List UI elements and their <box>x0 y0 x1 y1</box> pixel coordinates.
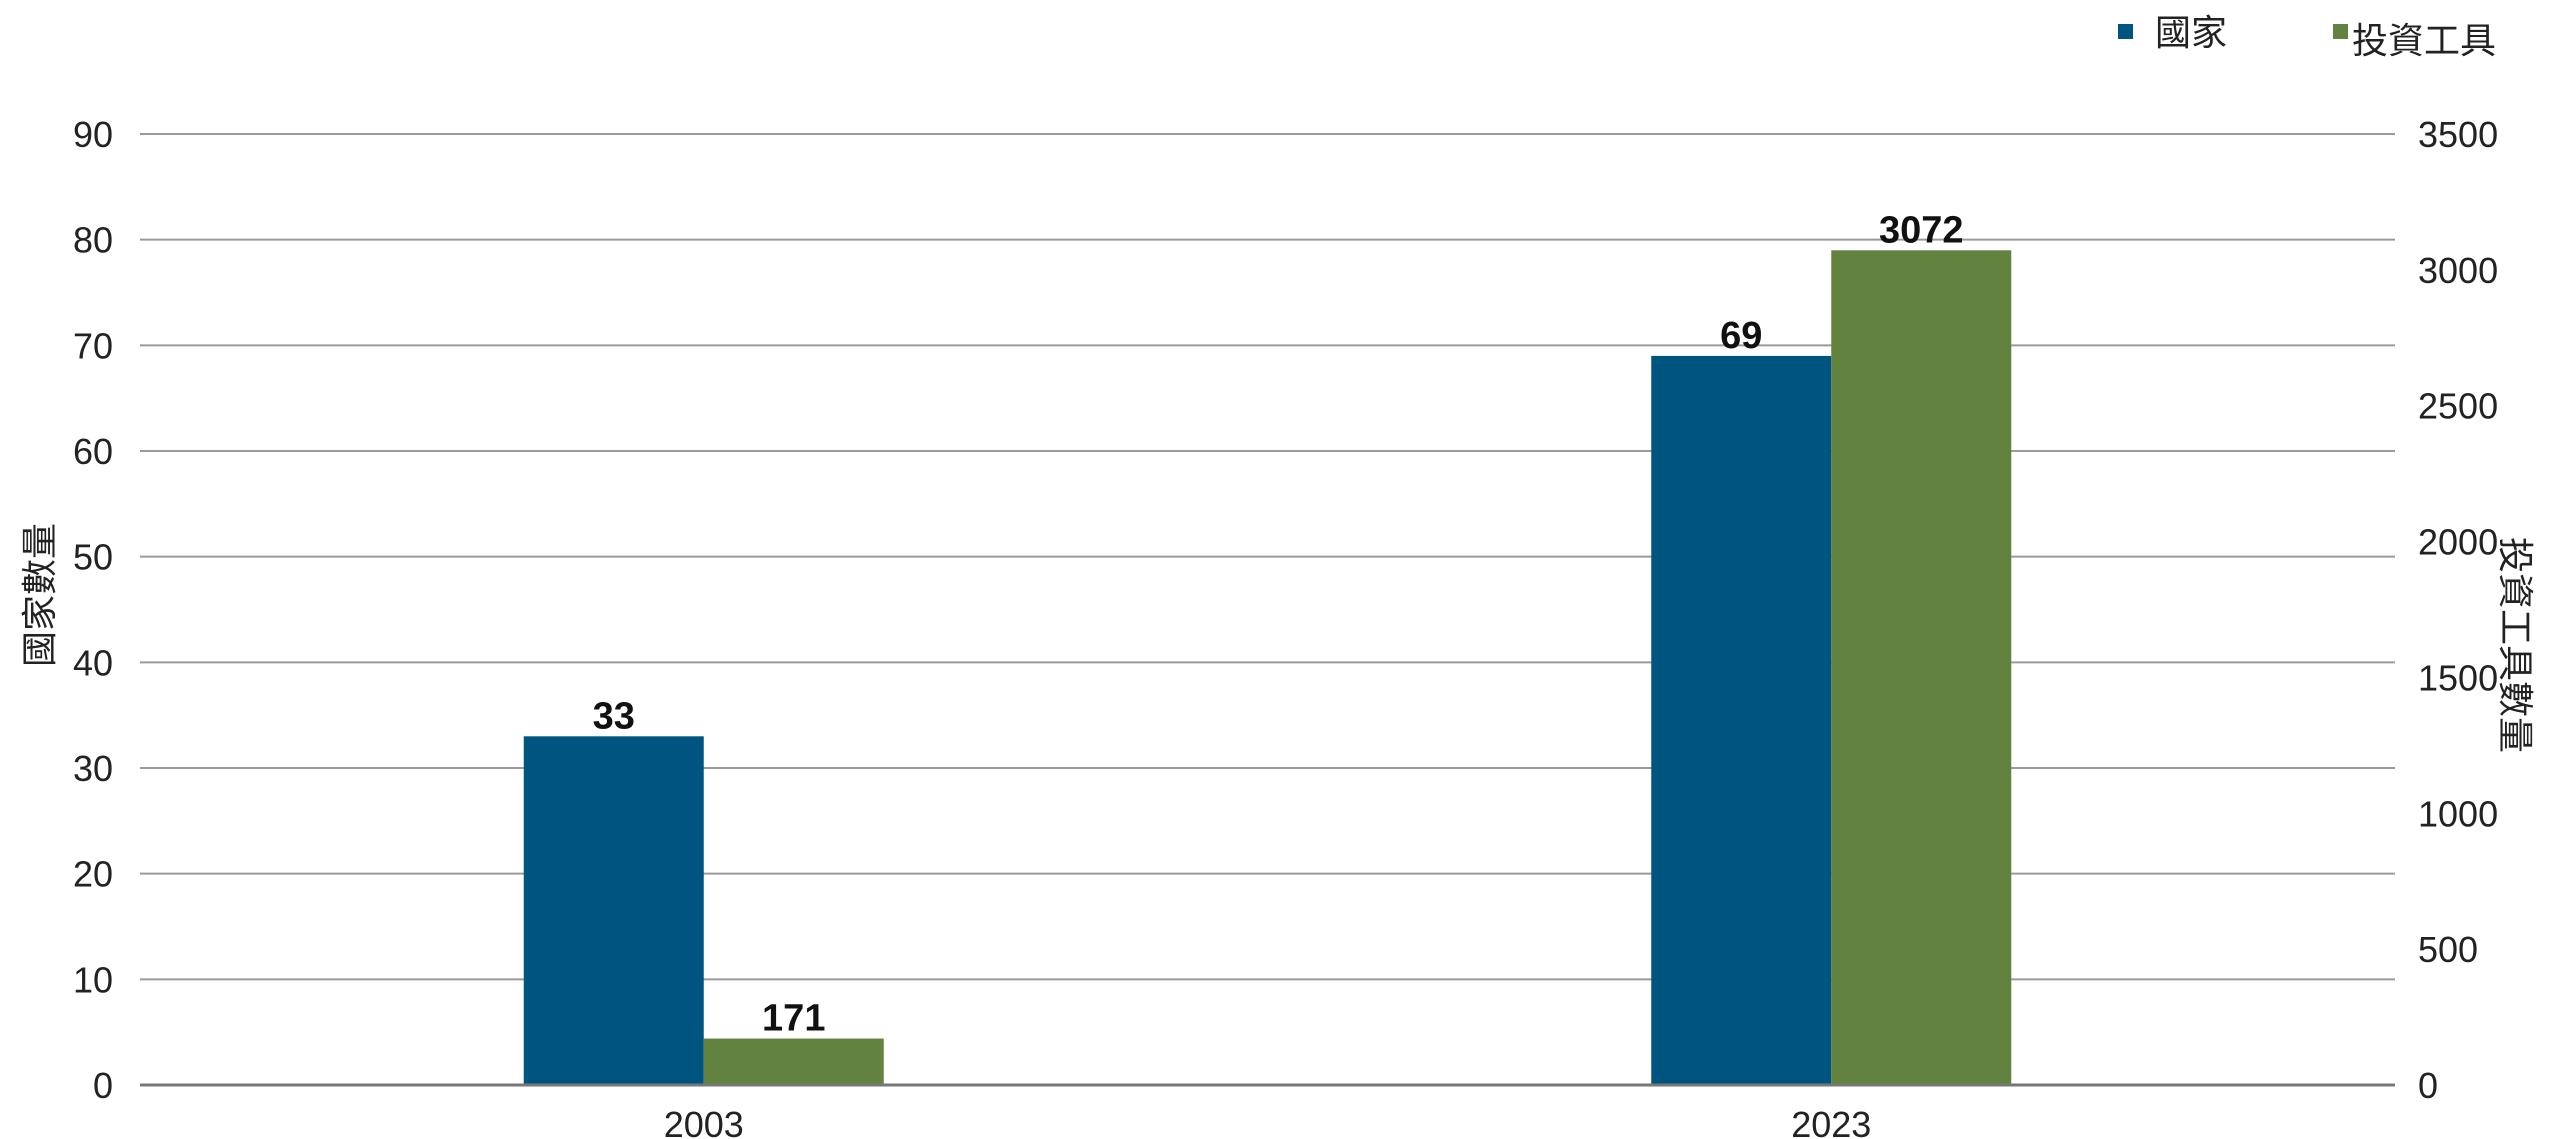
category-label: 2023 <box>1791 1104 1871 1139</box>
left-tick-label: 10 <box>73 959 113 1000</box>
data-label: 3072 <box>1879 209 1964 251</box>
left-tick-label: 20 <box>73 854 113 895</box>
right-tick-label: 3500 <box>2418 114 2498 155</box>
data-label: 69 <box>1720 315 1762 357</box>
bar <box>1651 355 1832 1085</box>
legend-label-investment-vehicles: 投資工具 <box>2352 21 2496 62</box>
gridlines <box>140 133 2395 981</box>
bar <box>523 736 704 1085</box>
data-label: 33 <box>593 695 635 737</box>
data-labels: 33 171 69 3072 <box>593 209 1964 1039</box>
bar <box>1831 250 2012 1086</box>
bar <box>703 1038 884 1085</box>
right-tick-label: 500 <box>2418 929 2478 970</box>
category-labels: 2003 2023 <box>664 1104 1872 1139</box>
left-tick-label: 90 <box>73 114 113 155</box>
left-tick-label: 50 <box>73 537 113 578</box>
right-tick-label: 1500 <box>2418 657 2498 698</box>
left-tick-label: 0 <box>93 1065 113 1106</box>
legend-swatch-investment-vehicles <box>2333 24 2348 39</box>
left-tick-label: 80 <box>73 220 113 261</box>
left-tick-label: 40 <box>73 642 113 683</box>
right-tick-label: 2500 <box>2418 386 2498 427</box>
left-axis-title: 國家數量 <box>20 523 61 667</box>
legend-swatch-countries <box>2118 24 2133 39</box>
left-tick-label: 30 <box>73 748 113 789</box>
right-axis-title: 投資工具數量 <box>2494 537 2535 753</box>
left-axis-ticks: 0 10 20 30 40 50 60 70 80 90 <box>73 114 113 1106</box>
right-tick-label: 1000 <box>2418 793 2498 834</box>
left-tick-label: 70 <box>73 325 113 366</box>
legend: 國家 投資工具 <box>2118 13 2496 62</box>
right-tick-label: 3000 <box>2418 250 2498 291</box>
right-tick-label: 0 <box>2418 1065 2438 1106</box>
bars <box>523 250 2012 1086</box>
category-label: 2003 <box>664 1104 744 1139</box>
left-tick-label: 60 <box>73 431 113 472</box>
right-axis-ticks: 0 500 1000 1500 2000 2500 3000 3500 <box>2418 114 2498 1106</box>
right-tick-label: 2000 <box>2418 522 2498 563</box>
data-label: 171 <box>762 998 825 1040</box>
legend-label-countries: 國家 <box>2155 13 2227 54</box>
